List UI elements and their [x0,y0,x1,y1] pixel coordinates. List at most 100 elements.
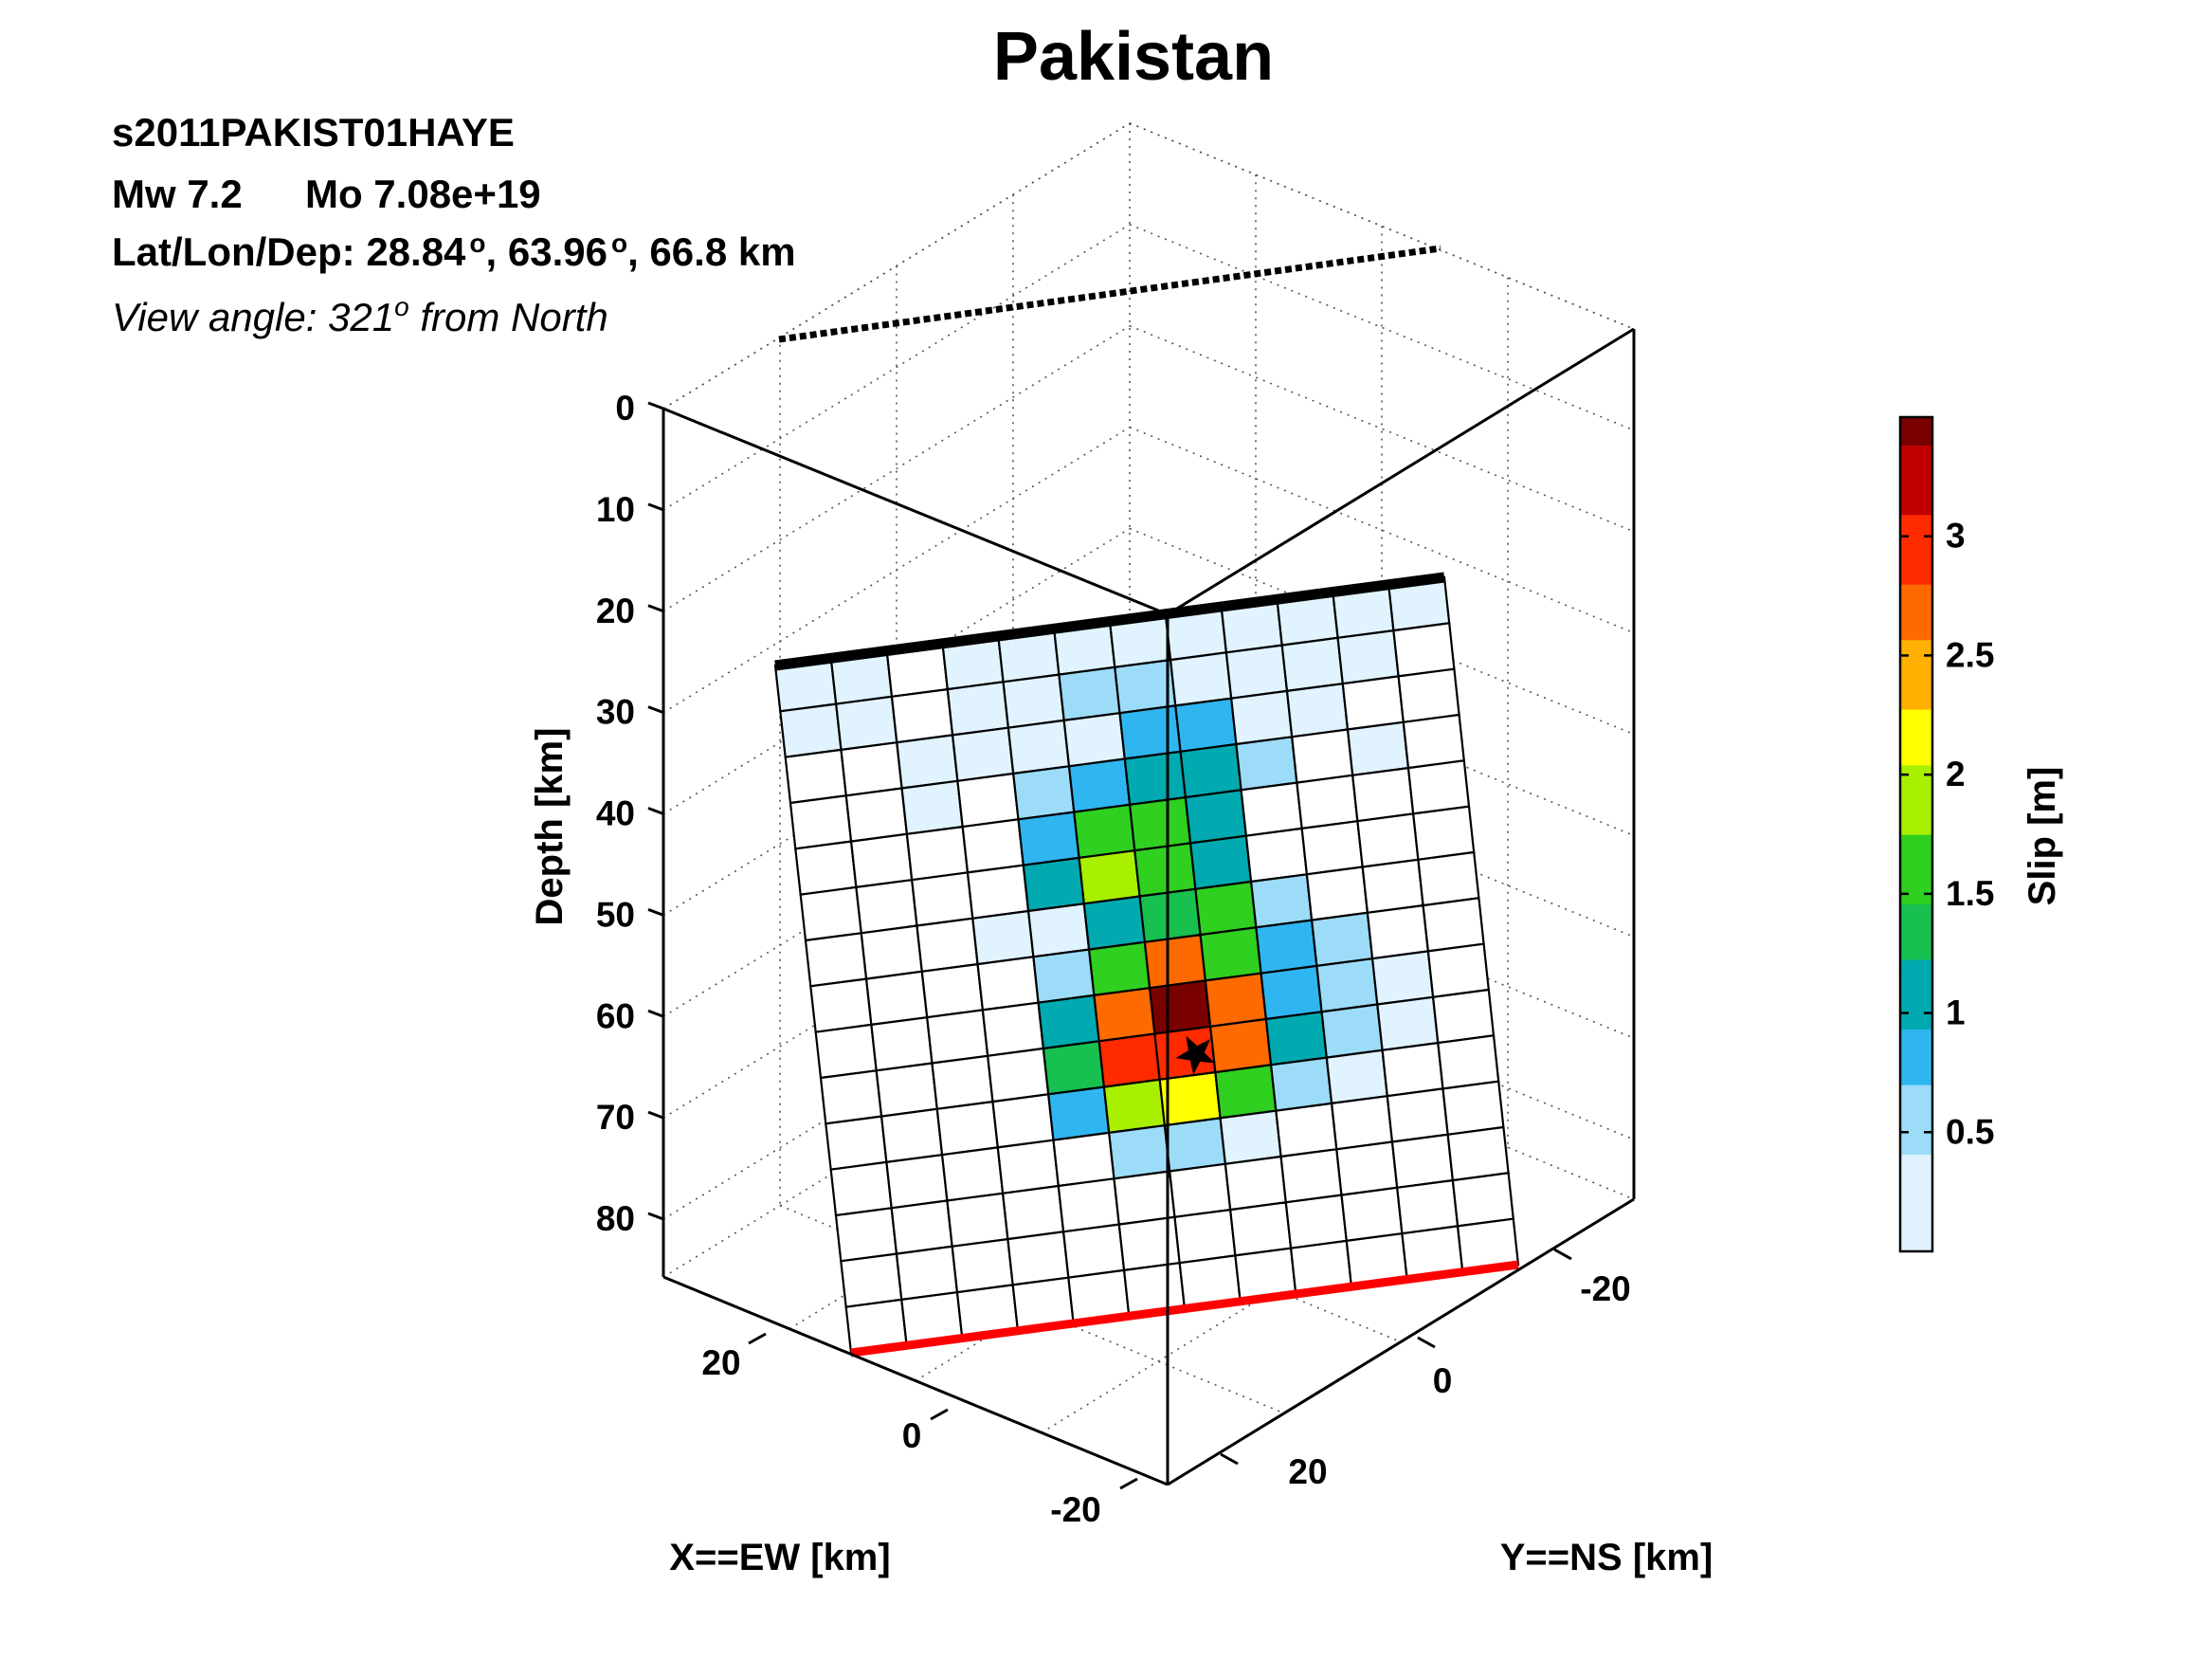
slip-cell-r3-c1 [844,787,909,843]
longitude-value: 63.96 [508,229,607,274]
depth-tick-8 [647,1212,664,1221]
slip-cell-r3-c2 [900,779,964,836]
depth-tick-7 [647,1110,664,1120]
slip-cell-r8-c9 [1315,957,1379,1013]
slip-cell-r11-c7 [1219,1109,1282,1166]
slip-cell-r3-c6 [1123,750,1188,807]
hypocenter-marker [1175,1035,1215,1075]
slip-cell-r13-c2 [951,1237,1014,1294]
colorbar-segment-13 [1900,1056,1932,1071]
colorbar-segment-14 [1900,1043,1932,1058]
slip-cell-r1-c2 [890,687,954,744]
slip-cell-r7-c0 [809,977,873,1033]
slip-cell-r2-c1 [840,740,903,797]
slip-cell-r11-c8 [1275,1102,1338,1158]
slip-cell-r5-c2 [910,871,974,927]
slip-cell-r4-c3 [961,818,1025,874]
slip-cell-r7-c9 [1310,911,1374,968]
colorbar-segment-0 [1900,1237,1932,1252]
slip-cell-r2-c3 [951,726,1015,783]
x-tick-label-0: 20 [701,1343,740,1382]
slip-cell-r8-c10 [1370,950,1435,1006]
depth-tick-label-4: 40 [596,794,635,833]
y-tick-1 [1417,1336,1436,1349]
depth-tick-label-6: 60 [596,996,635,1035]
slip-cell-r2-c11 [1397,667,1460,724]
slip-cell-r8-c3 [981,1001,1045,1058]
colorbar-segment-19 [1900,973,1932,988]
event-id: s2011PAKIST01HAYE [112,110,515,155]
front-edge-0 [662,407,1169,616]
star-icon [1175,1035,1215,1075]
x-tick-2 [1119,1477,1138,1490]
slip-cell-r4-c4 [1017,811,1080,866]
slip-cell-r11-c3 [996,1139,1061,1195]
slip-cell-r12-c6 [1168,1162,1232,1219]
slip-cell-r10-c10 [1381,1041,1444,1098]
slip-cell-r11-c9 [1330,1094,1394,1151]
slip-cell-r3-c0 [789,794,853,850]
colorbar-segment-5 [1900,1168,1932,1183]
slip-cell-r10-c3 [991,1093,1055,1149]
latitude-degree: o [469,228,485,258]
y-tick-label-1: 0 [1433,1361,1453,1400]
slip-cell-r12-c9 [1335,1140,1399,1196]
slip-cell-r4-c1 [849,832,914,889]
slip-cell-r4-c8 [1240,781,1303,837]
x-tick-0 [748,1332,767,1345]
colorbar-segment-26 [1900,876,1932,891]
slip-cell-r11-c4 [1052,1131,1115,1188]
slip-cell-r12-c7 [1224,1155,1288,1212]
colorbar-segment-41 [1900,667,1932,683]
slip-cell-r5-c3 [966,864,1030,921]
colorbar-segment-21 [1900,945,1932,960]
slip-cell-r10-c9 [1325,1048,1389,1105]
slip-cell-r10-c4 [1046,1085,1111,1141]
surface-trace-projection [778,245,1441,343]
slip-cell-r4-c0 [794,840,858,896]
location-line: Lat/Lon/Dep: 28.84 o, 63.96 o, 66.8 km [112,228,796,274]
slip-cell-r1-c7 [1169,651,1233,707]
slip-cell-r7-c5 [1087,940,1151,997]
depth-tick-label-3: 30 [596,693,635,732]
colorbar-segment-34 [1900,764,1932,779]
colorbar-segment-48 [1900,570,1932,585]
colorbar-segment-37 [1900,722,1932,738]
colorbar-segment-58 [1900,430,1932,446]
slip-cell-r6-c4 [1026,902,1091,958]
slip-cell-r1-c1 [834,695,898,752]
front-edge-5 [1167,1197,1635,1486]
slip-cell-r10-c8 [1269,1056,1333,1112]
slip-cell-r13-c5 [1117,1215,1181,1272]
slip-cell-r11-c2 [940,1146,1005,1202]
slip-cell-r9-c9 [1320,1003,1384,1059]
view-prefix: View angle: [112,295,328,339]
slip-cell-r9-c1 [875,1062,939,1118]
slip-cell-r11-c1 [885,1153,949,1210]
slip-cell-r12-c10 [1390,1133,1455,1190]
slip-cell-r1-c9 [1280,636,1345,693]
slip-cell-r7-c2 [920,962,985,1019]
slip-cell-r5-c1 [855,878,918,935]
slip-cell-r13-c7 [1228,1201,1293,1257]
slip-cell-r10-c0 [825,1115,888,1171]
colorbar-segment-57 [1900,445,1932,460]
depth-tick-label-7: 70 [596,1098,635,1137]
colorbar-segment-23 [1900,918,1932,933]
colorbar-segment-12 [1900,1070,1932,1085]
colorbar-segment-44 [1900,626,1932,641]
seismic-moment: Mo 7.08e+19 [305,172,541,216]
slip-cell-r2-c5 [1062,711,1127,768]
slip-cell-r13-c3 [1006,1231,1070,1286]
depth-tick-3 [647,705,664,715]
slip-cell-r12-c4 [1057,1177,1121,1233]
y-tick-0 [1553,1248,1572,1261]
slip-cell-r8-c5 [1093,986,1156,1043]
slip-cell-r10-c11 [1437,1034,1500,1090]
colorbar-segment-54 [1900,486,1932,501]
colorbar-segment-7 [1900,1139,1932,1155]
slip-cell-r2-c9 [1285,682,1350,738]
colorbar-tick-label-1: 1 [1946,994,1966,1032]
slip-cell-r13-c6 [1173,1208,1237,1265]
colorbar-segment-3 [1900,1195,1932,1211]
